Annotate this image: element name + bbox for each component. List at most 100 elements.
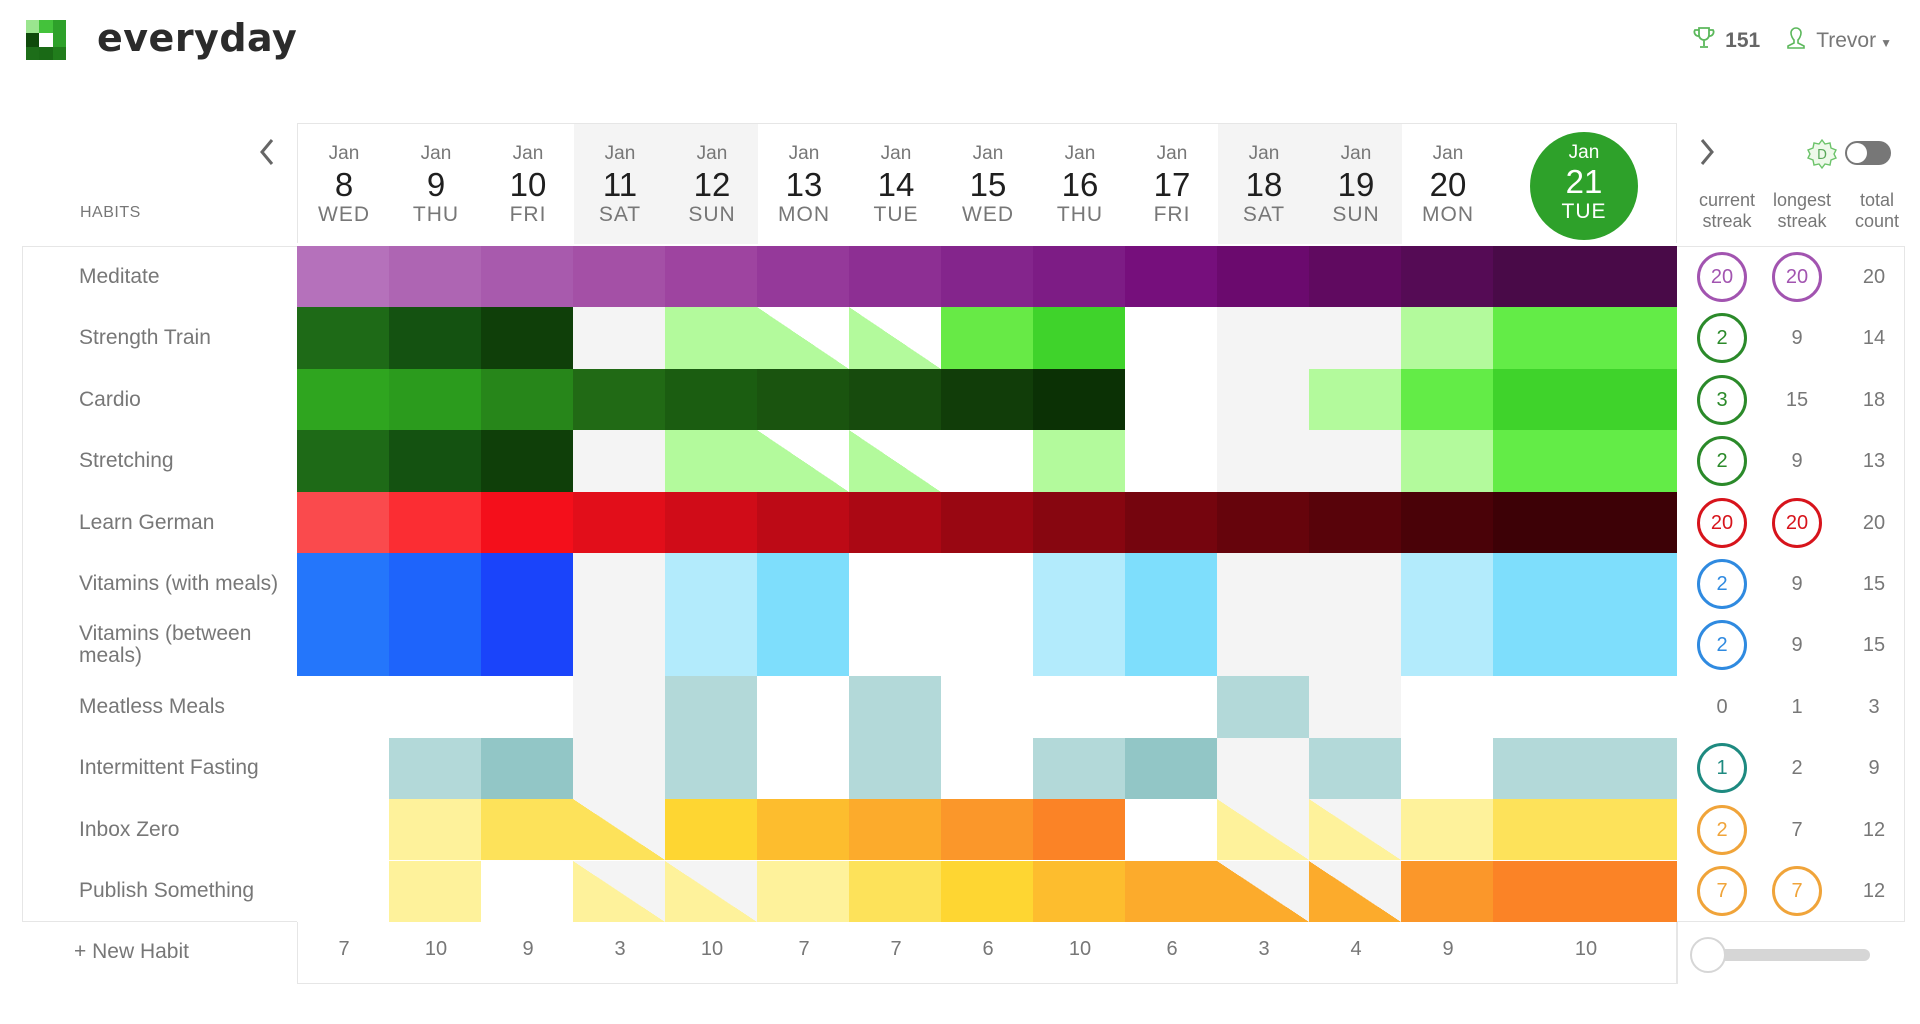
habit-day-cell[interactable] bbox=[297, 368, 389, 431]
habit-day-cell[interactable] bbox=[1309, 430, 1401, 492]
habit-day-cell[interactable] bbox=[481, 430, 573, 492]
habit-day-cell[interactable] bbox=[1309, 676, 1401, 738]
habit-name[interactable]: Vitamins (with meals) bbox=[79, 571, 279, 595]
habit-day-cell[interactable] bbox=[481, 799, 573, 861]
date-column[interactable]: Jan 17 FRI bbox=[1126, 124, 1218, 244]
habit-day-cell[interactable] bbox=[1217, 246, 1309, 308]
zoom-slider-track[interactable] bbox=[1702, 949, 1870, 961]
habit-day-cell[interactable] bbox=[481, 491, 573, 554]
habit-day-cell[interactable] bbox=[1493, 860, 1677, 922]
habit-day-cell[interactable] bbox=[573, 430, 665, 492]
habit-day-cell[interactable] bbox=[1309, 737, 1401, 800]
habit-day-cell[interactable] bbox=[941, 307, 1033, 369]
habit-day-cell[interactable] bbox=[1033, 368, 1125, 431]
habit-day-cell[interactable] bbox=[849, 799, 941, 861]
habit-day-cell[interactable] bbox=[297, 491, 389, 554]
habit-day-cell[interactable] bbox=[1493, 368, 1677, 431]
habit-day-cell[interactable] bbox=[1125, 430, 1217, 492]
habit-day-cell[interactable] bbox=[389, 491, 481, 554]
date-column[interactable]: Jan 14 TUE bbox=[850, 124, 942, 244]
habit-day-cell[interactable] bbox=[849, 553, 941, 615]
habit-day-cell[interactable] bbox=[1033, 553, 1125, 615]
habit-day-cell[interactable] bbox=[1401, 614, 1493, 677]
habit-day-cell[interactable] bbox=[1493, 737, 1677, 800]
habit-day-cell[interactable] bbox=[481, 860, 573, 922]
habit-day-cell[interactable] bbox=[1125, 491, 1217, 554]
habit-day-cell[interactable] bbox=[1309, 246, 1401, 308]
habit-day-cell[interactable] bbox=[757, 614, 849, 677]
habit-day-cell[interactable] bbox=[481, 368, 573, 431]
date-column[interactable]: Jan 16 THU bbox=[1034, 124, 1126, 244]
habit-day-cell[interactable] bbox=[665, 246, 757, 308]
new-habit-button[interactable]: + New Habit bbox=[74, 940, 189, 963]
habit-day-cell[interactable] bbox=[481, 614, 573, 677]
date-column[interactable]: Jan 10 FRI bbox=[482, 124, 574, 244]
habit-day-cell[interactable] bbox=[1493, 491, 1677, 554]
habit-day-cell[interactable] bbox=[941, 799, 1033, 861]
habit-day-cell[interactable] bbox=[1401, 676, 1493, 738]
habit-day-cell[interactable] bbox=[849, 860, 941, 922]
habit-name[interactable]: Intermittent Fasting bbox=[79, 756, 259, 780]
habit-day-cell[interactable] bbox=[1033, 614, 1125, 677]
habit-name[interactable]: Vitamins (between meals) bbox=[79, 622, 252, 668]
habit-day-cell[interactable] bbox=[757, 246, 849, 308]
habit-day-cell[interactable] bbox=[573, 307, 665, 369]
habit-day-cell[interactable] bbox=[1401, 491, 1493, 554]
habit-day-cell[interactable] bbox=[849, 430, 941, 492]
date-column[interactable]: Jan 13 MON bbox=[758, 124, 850, 244]
next-week-button[interactable] bbox=[1692, 132, 1722, 172]
habit-name[interactable]: Strength Train bbox=[79, 326, 211, 350]
habit-day-cell[interactable] bbox=[941, 676, 1033, 738]
habit-day-cell[interactable] bbox=[1401, 737, 1493, 800]
habit-day-cell[interactable] bbox=[481, 553, 573, 615]
habit-day-cell[interactable] bbox=[1217, 307, 1309, 369]
habit-day-cell[interactable] bbox=[1217, 799, 1309, 861]
habit-day-cell[interactable] bbox=[665, 368, 757, 431]
habit-day-cell[interactable] bbox=[1493, 676, 1677, 738]
habit-day-cell[interactable] bbox=[849, 614, 941, 677]
habit-day-cell[interactable] bbox=[941, 860, 1033, 922]
habit-day-cell[interactable] bbox=[1033, 860, 1125, 922]
habit-name[interactable]: Meditate bbox=[79, 264, 160, 288]
habit-day-cell[interactable] bbox=[941, 737, 1033, 800]
habit-day-cell[interactable] bbox=[1125, 368, 1217, 431]
date-column[interactable]: Jan 12 SUN bbox=[666, 124, 758, 244]
habit-day-cell[interactable] bbox=[1217, 676, 1309, 738]
habit-day-cell[interactable] bbox=[1033, 799, 1125, 861]
habit-day-cell[interactable] bbox=[1309, 860, 1401, 922]
habit-day-cell[interactable] bbox=[573, 368, 665, 431]
habit-day-cell[interactable] bbox=[297, 553, 389, 615]
habit-day-cell[interactable] bbox=[389, 246, 481, 308]
habit-day-cell[interactable] bbox=[389, 799, 481, 861]
habit-day-cell[interactable] bbox=[297, 799, 389, 861]
habit-day-cell[interactable] bbox=[665, 491, 757, 554]
habit-day-cell[interactable] bbox=[481, 246, 573, 308]
habit-day-cell[interactable] bbox=[757, 676, 849, 738]
habit-day-cell[interactable] bbox=[1309, 491, 1401, 554]
habit-day-cell[interactable] bbox=[1217, 737, 1309, 800]
habit-day-cell[interactable] bbox=[573, 491, 665, 554]
habit-day-cell[interactable] bbox=[573, 246, 665, 308]
habit-day-cell[interactable] bbox=[1125, 614, 1217, 677]
habit-day-cell[interactable] bbox=[1401, 307, 1493, 369]
previous-week-button[interactable] bbox=[252, 132, 282, 172]
habit-day-cell[interactable] bbox=[665, 860, 757, 922]
habit-day-cell[interactable] bbox=[1401, 799, 1493, 861]
habit-day-cell[interactable] bbox=[849, 307, 941, 369]
habit-day-cell[interactable] bbox=[665, 307, 757, 369]
habit-day-cell[interactable] bbox=[757, 307, 849, 369]
date-column[interactable]: Jan 8 WED bbox=[298, 124, 390, 244]
habit-day-cell[interactable] bbox=[389, 676, 481, 738]
habit-day-cell[interactable] bbox=[1493, 246, 1677, 308]
habit-day-cell[interactable] bbox=[1217, 553, 1309, 615]
habit-day-cell[interactable] bbox=[941, 430, 1033, 492]
habit-day-cell[interactable] bbox=[389, 614, 481, 677]
habit-day-cell[interactable] bbox=[849, 368, 941, 431]
habit-day-cell[interactable] bbox=[1309, 614, 1401, 677]
habit-day-cell[interactable] bbox=[1033, 246, 1125, 308]
date-column[interactable]: Jan 19 SUN bbox=[1310, 124, 1402, 244]
habit-day-cell[interactable] bbox=[941, 368, 1033, 431]
habit-name[interactable]: Cardio bbox=[79, 387, 141, 411]
habit-day-cell[interactable] bbox=[665, 614, 757, 677]
date-column[interactable]: Jan 20 MON bbox=[1402, 124, 1494, 244]
